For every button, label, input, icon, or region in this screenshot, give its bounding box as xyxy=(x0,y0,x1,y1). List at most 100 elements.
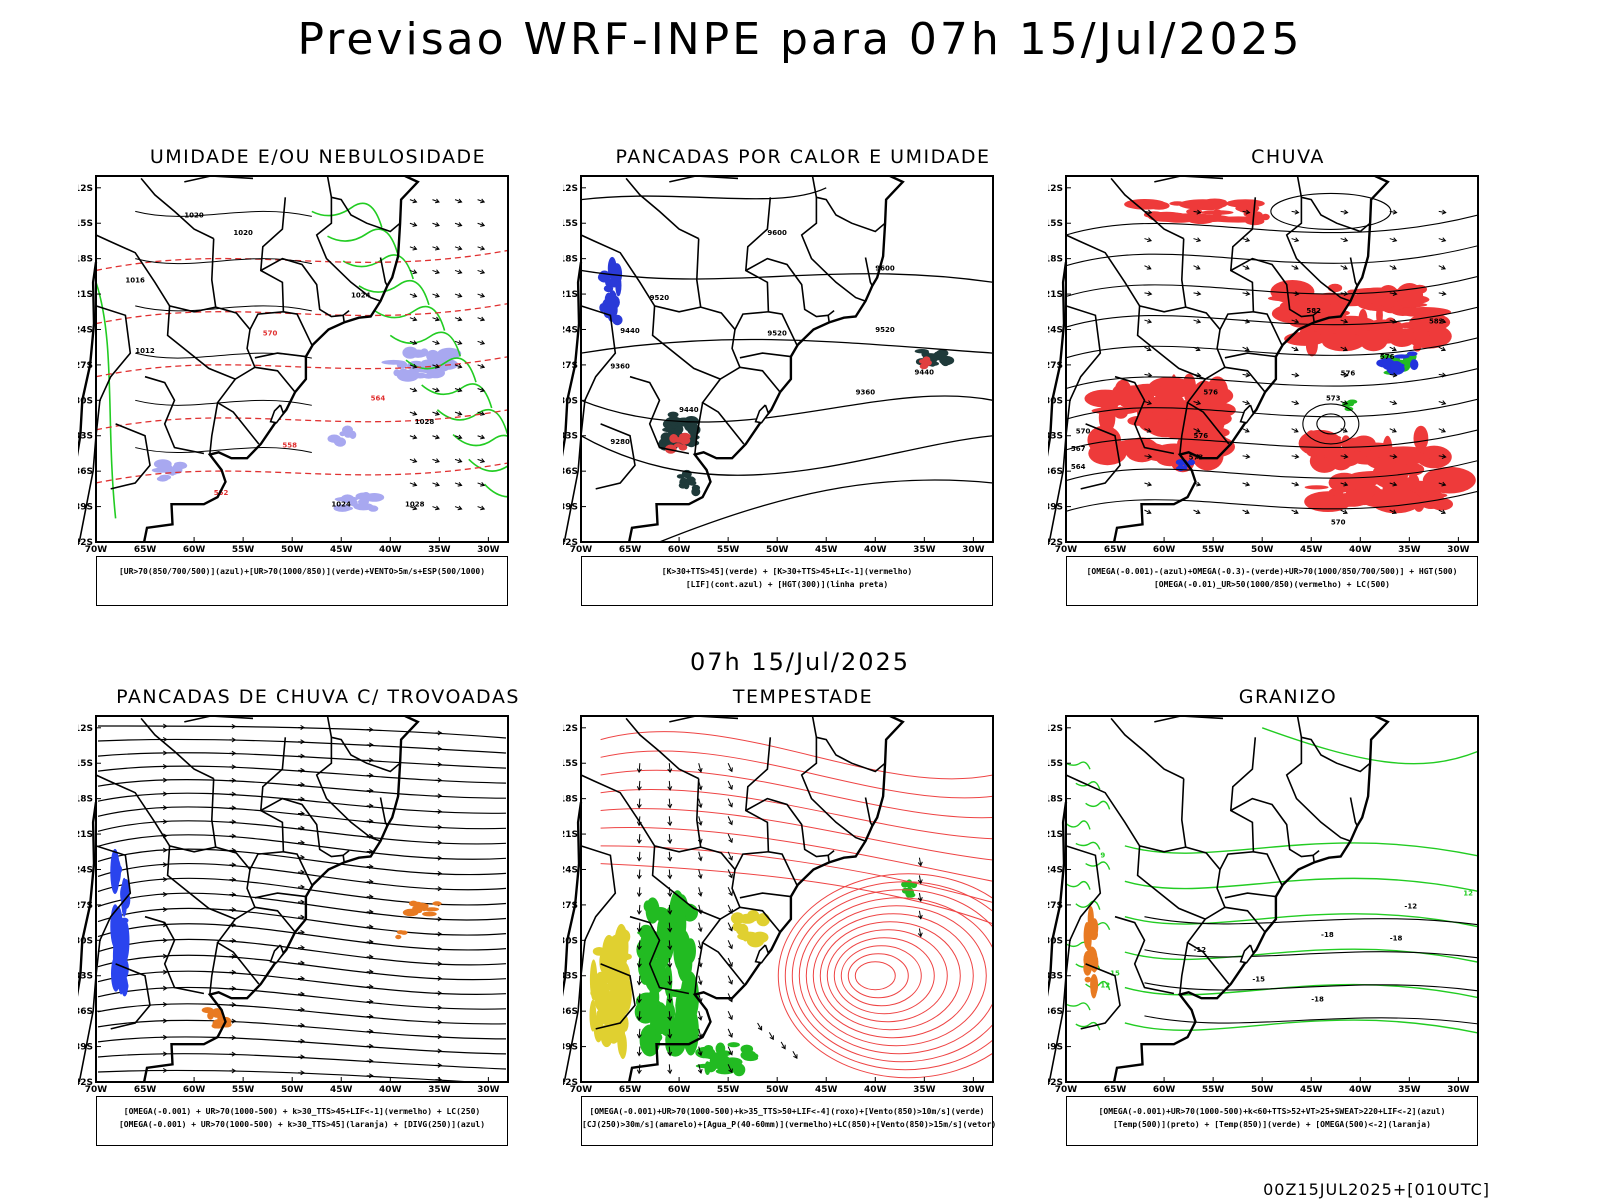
streamline-850 xyxy=(600,769,993,819)
field-layer: 9600 9600 9520 9520 9520 9440 9440 9440 9360 9360… xyxy=(581,187,993,542)
streamline-250-arrow xyxy=(162,805,168,811)
wind-vector xyxy=(480,481,486,487)
wind-vector xyxy=(667,839,673,844)
lifted-index-blue-contour xyxy=(611,263,623,285)
heat-shower-area xyxy=(669,412,678,427)
low-pressure-contour xyxy=(1302,403,1360,445)
lon-label: 65W xyxy=(619,545,642,555)
wind-vector xyxy=(477,340,485,345)
omega-orange-area xyxy=(1083,951,1092,969)
lon-label: 60W xyxy=(668,1085,691,1095)
lat-label: 36S xyxy=(1048,1007,1063,1017)
jet-yellow-area xyxy=(589,999,597,1032)
wind-vector xyxy=(668,1064,671,1074)
contour-label: 1024 xyxy=(351,292,371,300)
map-umidade: 1020 1024 1020 1016 1012 1028 1024 1028 570 564 55… xyxy=(78,174,509,555)
border-line xyxy=(1285,197,1351,302)
streamline-250-arrow xyxy=(368,909,374,915)
streamline-250-arrow xyxy=(300,724,305,731)
rain-red-area xyxy=(1328,472,1360,493)
panel-title: GRANIZO xyxy=(1238,686,1338,708)
border-line xyxy=(734,197,772,330)
wind-vector xyxy=(697,1015,703,1021)
wind-arrow xyxy=(1389,482,1397,486)
lat-label: 36S xyxy=(78,1007,93,1017)
wind-vector xyxy=(793,1054,798,1060)
wind-vector xyxy=(409,340,417,345)
wind-arrow xyxy=(1291,428,1299,433)
wind-vector xyxy=(457,245,463,251)
wind-vector xyxy=(412,387,418,393)
rain-red-area xyxy=(1180,214,1232,223)
wind-vector xyxy=(457,481,463,487)
wind-vector xyxy=(917,932,923,938)
temp-500-black-contour xyxy=(1144,1015,1478,1025)
geopotential-contour xyxy=(1066,306,1478,328)
lon-label: 40W xyxy=(1349,1085,1372,1095)
border-line xyxy=(1219,737,1257,870)
wind-arrow xyxy=(1193,509,1201,514)
wind-arrow xyxy=(1193,238,1201,242)
wind-vector xyxy=(432,293,440,297)
wind-vector xyxy=(412,316,418,322)
border-line xyxy=(827,309,835,323)
border-line xyxy=(800,737,866,842)
streamline-250-arrow xyxy=(437,990,443,996)
rain-red-area xyxy=(1300,293,1327,304)
streamline-250 xyxy=(97,792,507,814)
run-footer: 00Z15JUL2025+[010UTC] xyxy=(1263,1180,1490,1199)
wind-vector xyxy=(668,904,671,914)
border-line xyxy=(1136,305,1206,380)
wind-vector xyxy=(728,944,733,950)
border-line xyxy=(254,892,306,899)
streamline-250-arrow xyxy=(437,870,443,876)
wind-arrow xyxy=(1196,318,1202,324)
wind-arrow xyxy=(1193,292,1201,295)
wind-vector xyxy=(728,1050,733,1056)
wind-vector xyxy=(434,222,440,227)
map-pancadas-calor: 9600 9600 9520 9520 9520 9440 9440 9440 9360 9360… xyxy=(563,174,994,555)
temp-500-black-contour xyxy=(1144,949,1478,959)
wind-vector xyxy=(480,387,486,393)
wind-vector xyxy=(432,269,440,274)
streamline-250-arrow xyxy=(368,1013,374,1019)
lon-label: 50W xyxy=(281,545,304,555)
border-line xyxy=(745,797,829,858)
wind-arrow xyxy=(1146,428,1152,433)
lon-label: 40W xyxy=(379,545,402,555)
streamline-250-arrow xyxy=(368,924,374,930)
wind-arrow xyxy=(1242,210,1250,214)
wind-arrow xyxy=(1392,454,1398,459)
border-line xyxy=(140,717,215,780)
wind-arrow xyxy=(1342,428,1348,433)
contour-label: 582 xyxy=(1306,307,1321,315)
wind-vector xyxy=(668,816,671,826)
wind-arrow xyxy=(1196,209,1202,215)
lon-label: 45W xyxy=(1300,1085,1323,1095)
wind-850-green-area xyxy=(715,1068,734,1075)
wind-vector xyxy=(457,505,463,511)
wind-vector xyxy=(480,198,486,204)
map-chuva: 58258257657657657657357357057056756412S1… xyxy=(1048,174,1479,555)
rain-red-area xyxy=(1252,211,1264,222)
wind-arrow xyxy=(1193,265,1201,270)
humidity-blue-area xyxy=(426,349,440,362)
streamline-250 xyxy=(97,923,507,951)
streamline-250-arrow xyxy=(437,946,443,952)
humidity-blue-area xyxy=(172,464,181,473)
map-frame xyxy=(1065,715,1479,1083)
contour-label: 9360 xyxy=(610,362,630,370)
contour-label: 9520 xyxy=(650,294,670,302)
pacific-coastline xyxy=(78,262,98,457)
wind-vector xyxy=(727,833,733,843)
wind-arrow xyxy=(1391,265,1397,270)
streamline-250-arrow xyxy=(162,1001,168,1007)
axes-layer: 12S 15S 18S 21S 24S 27S 30S 33S 36S 39S 42S70W 65W 6… xyxy=(78,175,509,555)
wind-vector xyxy=(697,980,703,986)
streamline-850 xyxy=(847,953,909,999)
contour-label: 12 xyxy=(1463,889,1473,897)
wind-arrow xyxy=(1242,373,1250,377)
streamline-250-arrow xyxy=(231,877,237,883)
border-line xyxy=(739,352,791,359)
lat-label: 27S xyxy=(1048,361,1063,371)
